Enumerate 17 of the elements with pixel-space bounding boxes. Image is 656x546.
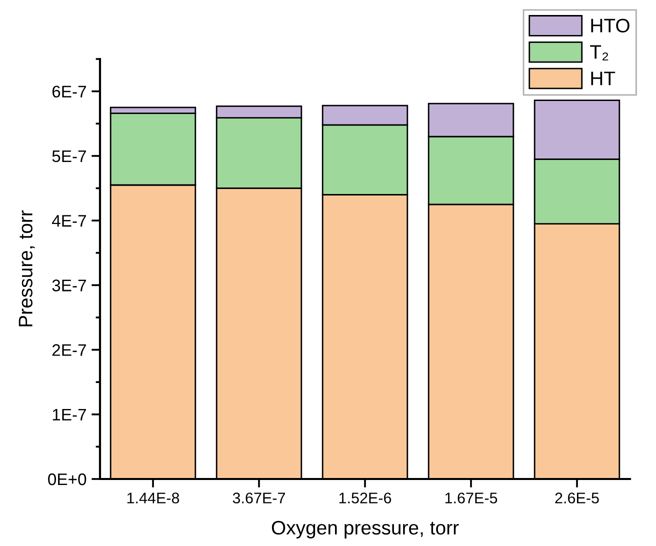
x-tick-label: 1.52E-6 <box>339 492 392 504</box>
x-tick-label: 1.67E-5 <box>445 492 498 504</box>
y-tick-label: 0E+0 <box>48 473 86 486</box>
y-tick-label: 3E-7 <box>52 280 86 292</box>
legend-label: HT <box>591 72 616 86</box>
legend-label: T₂ <box>590 45 608 60</box>
x-axis-title: Oxygen pressure, torr <box>272 520 459 538</box>
x-tick-label: 3.67E-7 <box>232 492 285 504</box>
y-tick-label: 1E-7 <box>52 408 86 420</box>
y-tick-label: 4E-7 <box>52 215 86 227</box>
x-tick-label: 1.44E-8 <box>127 492 180 504</box>
y-axis-title: Pressure, torr <box>18 210 35 326</box>
x-tick-label: 2.6E-5 <box>555 492 599 504</box>
legend-label: HTO <box>591 18 630 32</box>
y-tick-label: 2E-7 <box>52 344 86 356</box>
y-tick-label: 5E-7 <box>52 150 86 162</box>
y-tick-label: 6E-7 <box>52 86 86 98</box>
